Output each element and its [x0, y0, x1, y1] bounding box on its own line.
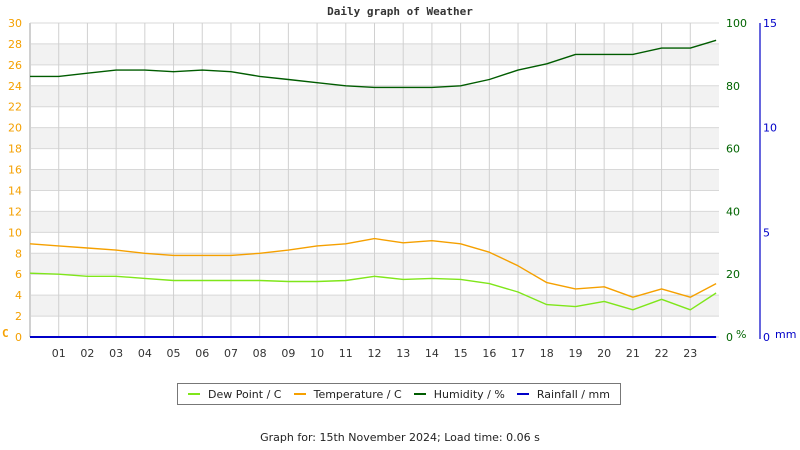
- x-tick-label: 06: [195, 347, 209, 360]
- legend-item-humidity: Humidity / %: [413, 387, 505, 401]
- temperature-swatch-icon: [293, 393, 306, 395]
- humidity-tick-label: 40: [726, 205, 740, 218]
- legend-label: Rainfall / mm: [536, 387, 610, 401]
- dew-point-swatch-icon: [188, 393, 201, 395]
- humidity-tick-label: 20: [726, 268, 740, 281]
- left-tick-label: 18: [8, 143, 22, 156]
- rain-tick-label: 5: [763, 226, 770, 239]
- left-tick-label: 24: [8, 80, 22, 93]
- left-tick-label: 12: [8, 205, 22, 218]
- rainfall-swatch-icon: [516, 393, 529, 395]
- dew-point-line: [29, 272, 717, 311]
- humidity-swatch-icon: [413, 393, 426, 395]
- left-axis-unit: C: [2, 327, 9, 340]
- x-tick-label: 07: [224, 347, 238, 360]
- left-tick-label: 4: [15, 289, 22, 302]
- humidity-tick-label: 80: [726, 80, 740, 93]
- x-tick-label: 22: [655, 347, 669, 360]
- graph-footer: Graph for: 15th November 2024; Load time…: [260, 431, 540, 444]
- x-tick-label: 13: [396, 347, 410, 360]
- x-tick-label: 12: [368, 347, 382, 360]
- x-tick-label: 21: [626, 347, 640, 360]
- x-tick-label: 20: [597, 347, 611, 360]
- left-tick-label: 30: [8, 17, 22, 30]
- x-tick-label: 14: [425, 347, 439, 360]
- rain-axis-unit: mm: [775, 328, 796, 341]
- x-tick-label: 03: [109, 347, 123, 360]
- rain-tick-label: 15: [763, 17, 777, 30]
- temperature-line: [29, 237, 717, 298]
- x-tick-label: 18: [540, 347, 554, 360]
- left-tick-label: 20: [8, 122, 22, 135]
- legend-item-temperature: Temperature / C: [293, 387, 402, 401]
- x-tick-label: 05: [167, 347, 181, 360]
- left-tick-label: 8: [15, 247, 22, 260]
- legend-label: Dew Point / C: [208, 387, 282, 401]
- humidity-line: [30, 39, 717, 89]
- x-tick-label: 10: [310, 347, 324, 360]
- left-tick-label: 10: [8, 226, 22, 239]
- x-tick-label: 09: [281, 347, 295, 360]
- x-tick-label: 11: [339, 347, 353, 360]
- left-tick-label: 6: [15, 268, 22, 281]
- x-tick-label: 02: [80, 347, 94, 360]
- x-tick-label: 15: [454, 347, 468, 360]
- weather-chart: 01 02 03 04 05 06 07 08 09 10 11 12 13 14 15 16 17 18 19 20…: [2, 17, 796, 360]
- rain-tick-label: 10: [763, 122, 777, 135]
- rain-tick-label: 0: [763, 331, 770, 344]
- left-tick-label: 28: [8, 38, 22, 51]
- legend-label: Humidity / %: [433, 387, 505, 401]
- legend-label: Temperature / C: [313, 387, 402, 401]
- left-tick-label: 16: [8, 164, 22, 177]
- legend-item-rainfall: Rainfall / mm: [516, 387, 610, 401]
- left-tick-label: 26: [8, 59, 22, 72]
- legend-item-dew-point: Dew Point / C: [188, 388, 281, 401]
- x-tick-label: 17: [511, 347, 525, 360]
- left-tick-label: 0: [15, 331, 22, 344]
- humidity-tick-label: 0: [726, 331, 733, 344]
- left-tick-label: 2: [15, 310, 22, 323]
- humidity-axis-unit: %: [736, 328, 746, 341]
- x-tick-label: 23: [683, 347, 697, 360]
- x-tick-label: 16: [482, 347, 496, 360]
- x-tick-label: 04: [138, 347, 152, 360]
- left-tick-label: 14: [8, 184, 22, 197]
- left-tick-label: 22: [8, 101, 22, 114]
- x-tick-label: 19: [568, 347, 582, 360]
- x-tick-label: 08: [253, 347, 267, 360]
- chart-title: Daily graph of Weather: [327, 5, 473, 18]
- humidity-tick-label: 100: [726, 17, 747, 30]
- humidity-tick-label: 60: [726, 143, 740, 156]
- chart-legend: Dew Point / C Temperature / C Humidity /…: [177, 383, 621, 405]
- x-tick-label: 01: [52, 347, 66, 360]
